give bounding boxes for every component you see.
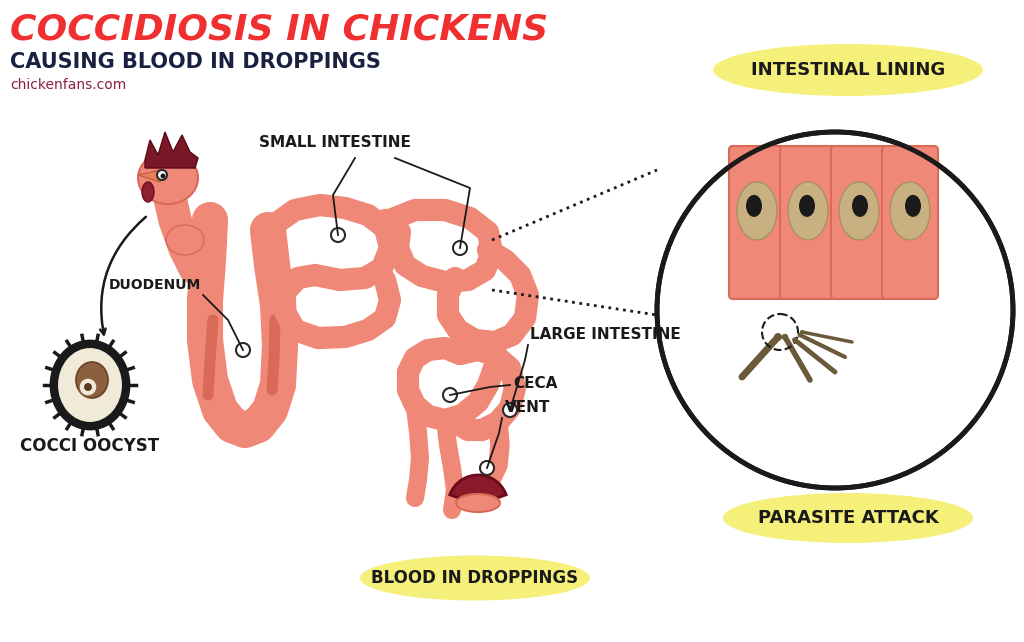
Ellipse shape — [788, 182, 828, 240]
Circle shape — [503, 403, 517, 417]
Polygon shape — [145, 132, 198, 168]
Ellipse shape — [746, 195, 762, 217]
Circle shape — [236, 343, 250, 357]
FancyBboxPatch shape — [780, 146, 836, 299]
Ellipse shape — [890, 182, 930, 240]
Ellipse shape — [360, 555, 590, 600]
Circle shape — [161, 173, 166, 178]
Ellipse shape — [57, 347, 123, 423]
Polygon shape — [138, 170, 160, 182]
Wedge shape — [450, 475, 506, 505]
Text: DUODENUM: DUODENUM — [109, 278, 201, 292]
FancyBboxPatch shape — [831, 146, 887, 299]
Circle shape — [443, 388, 457, 402]
Ellipse shape — [723, 493, 973, 543]
Circle shape — [774, 333, 782, 341]
Text: CECA: CECA — [513, 376, 557, 390]
Circle shape — [480, 461, 494, 475]
Circle shape — [781, 334, 788, 340]
Text: INTESTINAL LINING: INTESTINAL LINING — [751, 61, 945, 79]
Circle shape — [657, 132, 1013, 488]
Text: BLOOD IN DROPPINGS: BLOOD IN DROPPINGS — [372, 569, 579, 587]
Ellipse shape — [51, 341, 129, 429]
Text: VENT: VENT — [505, 400, 550, 415]
Circle shape — [798, 333, 803, 338]
Ellipse shape — [852, 195, 868, 217]
Circle shape — [800, 330, 804, 334]
Text: COCCI OOCYST: COCCI OOCYST — [20, 437, 160, 455]
Ellipse shape — [456, 494, 500, 512]
Circle shape — [453, 241, 467, 255]
Ellipse shape — [839, 182, 879, 240]
Text: LARGE INTESTINE: LARGE INTESTINE — [530, 327, 681, 342]
Ellipse shape — [713, 44, 983, 96]
Text: CAUSING BLOOD IN DROPPINGS: CAUSING BLOOD IN DROPPINGS — [10, 52, 381, 72]
Circle shape — [157, 170, 167, 180]
Ellipse shape — [905, 195, 921, 217]
Ellipse shape — [166, 225, 204, 255]
FancyBboxPatch shape — [882, 146, 938, 299]
Ellipse shape — [799, 195, 815, 217]
Circle shape — [84, 383, 92, 391]
FancyBboxPatch shape — [729, 146, 785, 299]
Text: COCCIDIOSIS IN CHICKENS: COCCIDIOSIS IN CHICKENS — [10, 12, 548, 46]
Circle shape — [79, 378, 97, 396]
Ellipse shape — [138, 152, 198, 204]
Text: SMALL INTESTINE: SMALL INTESTINE — [259, 135, 411, 150]
Ellipse shape — [142, 182, 154, 202]
Ellipse shape — [76, 362, 108, 398]
Text: chickenfans.com: chickenfans.com — [10, 78, 126, 92]
Circle shape — [331, 228, 345, 242]
Ellipse shape — [737, 182, 777, 240]
Circle shape — [793, 337, 798, 343]
Text: PARASITE ATTACK: PARASITE ATTACK — [758, 509, 938, 527]
